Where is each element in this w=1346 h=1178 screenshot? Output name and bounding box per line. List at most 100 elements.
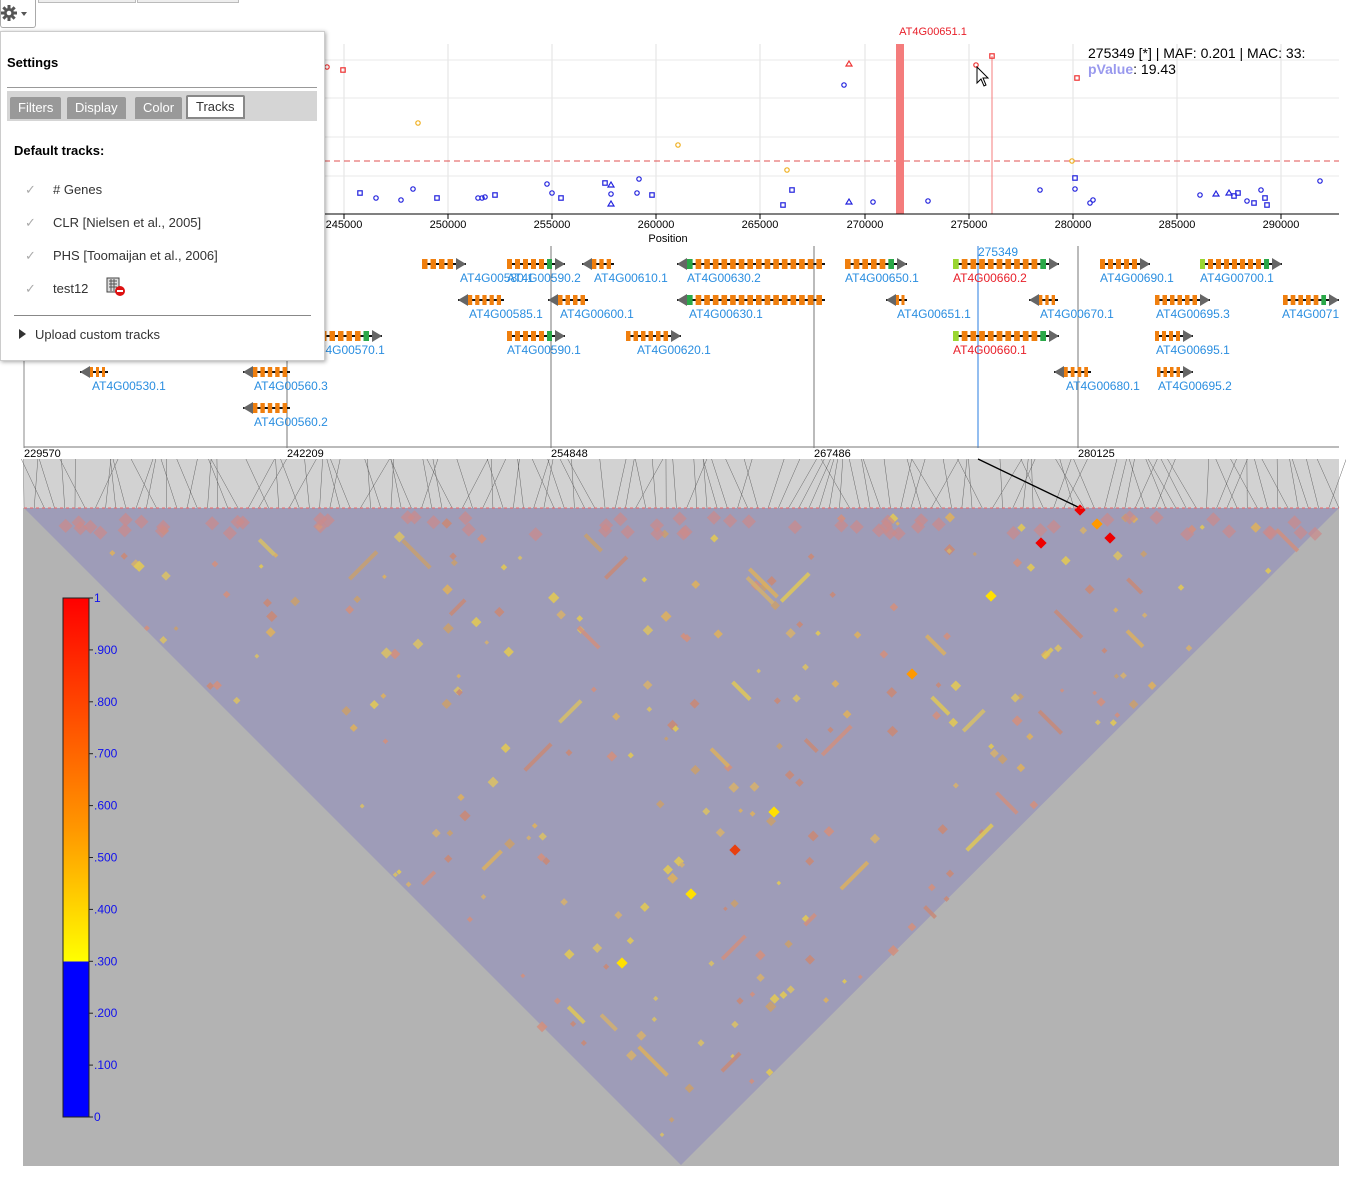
ld-connector-line <box>1059 458 1075 509</box>
gene-exon <box>1224 259 1229 269</box>
gene-label[interactable]: AT4G00695.2 <box>1158 379 1232 393</box>
gwas-x-axis-label: Position <box>648 233 687 245</box>
gene-exon <box>338 331 344 341</box>
ld-cell <box>517 555 523 561</box>
snp-point <box>649 192 655 198</box>
gene-label[interactable]: AT4G00695.1 <box>1156 343 1230 357</box>
tab-filters[interactable]: Filters <box>10 97 62 119</box>
x-tick-label: 265000 <box>742 219 779 231</box>
check-icon[interactable]: ✓ <box>25 248 36 263</box>
gene-label[interactable]: AT4G00660.1 <box>953 343 1027 357</box>
ld-cell <box>672 511 687 526</box>
gene-label[interactable]: AT4G00560.2 <box>254 415 328 429</box>
gwas-points[interactable] <box>324 53 1323 208</box>
gene-highlight-bar[interactable] <box>896 44 904 214</box>
ld-plot[interactable]: 229570 242209 254848 267486 280125 1 .900 .800… <box>21 448 1346 1166</box>
gene-model: AT4G00650.1 <box>845 258 919 285</box>
gene-exon <box>747 295 753 305</box>
snp-point <box>357 190 363 196</box>
snp-point <box>1231 193 1237 199</box>
tab-tracks[interactable]: Tracks <box>186 95 245 119</box>
gene-label[interactable]: AT4G00560.3 <box>254 379 328 393</box>
tab-color[interactable]: Color <box>135 97 183 119</box>
gene-exon <box>573 295 578 305</box>
gene-label[interactable]: AT4G00590.2 <box>507 271 581 285</box>
ld-connector-line <box>280 458 300 509</box>
ld-connector-line <box>95 458 119 509</box>
gene-label[interactable]: AT4G00700.1 <box>1200 271 1274 285</box>
ld-cell-strip <box>924 634 947 656</box>
check-icon[interactable]: ✓ <box>25 215 36 230</box>
ld-cell <box>831 679 840 688</box>
gene-label[interactable]: AT4G00680.1 <box>1066 379 1140 393</box>
settings-button[interactable] <box>0 0 36 28</box>
settings-panel[interactable]: Settings Filters Display Color Tracks De… <box>0 31 325 361</box>
ld-connector-line <box>829 458 838 509</box>
ld-triangle[interactable] <box>24 508 1339 1165</box>
ld-cell <box>1185 644 1193 652</box>
gene-label[interactable]: AT4G00650.1 <box>845 271 919 285</box>
gene-label[interactable]: AT4G00630.1 <box>689 307 763 321</box>
ld-cell <box>528 527 543 542</box>
ld-cell-strip <box>720 934 747 961</box>
ld-connector-line <box>258 458 287 509</box>
upload-custom-tracks[interactable]: Upload custom tracks <box>19 327 160 342</box>
gene-label[interactable]: AT4G00630.2 <box>687 271 761 285</box>
ld-cell <box>161 571 171 581</box>
gene-label[interactable]: AT4G00610.1 <box>594 271 668 285</box>
ld-connector-line <box>21 458 45 509</box>
highlighted-gene-label[interactable]: AT4G00651.1 <box>899 26 967 38</box>
gene-label[interactable]: AT4G00570.1 <box>311 343 385 357</box>
gene-label[interactable]: AT4G00590.1 <box>507 343 581 357</box>
gene-exon <box>896 295 899 305</box>
gene-label[interactable]: AT4G00600.1 <box>560 307 634 321</box>
gene-label[interactable]: AT4G00620.1 <box>637 343 711 357</box>
ld-position-label: 267486 <box>814 448 851 460</box>
gene-label[interactable]: AT4G00660.2 <box>953 271 1027 285</box>
gene-label[interactable]: AT4G0071 <box>1282 307 1339 321</box>
ld-cell <box>651 1016 657 1023</box>
snp-point <box>1224 188 1234 196</box>
gene-label[interactable]: AT4G00580.1 <box>460 271 534 285</box>
settings-tabbar: Filters Display Color Tracks <box>7 91 317 121</box>
gene-label[interactable]: AT4G00670.1 <box>1040 307 1114 321</box>
check-icon[interactable]: ✓ <box>25 281 36 296</box>
gene-label[interactable]: AT4G00530.1 <box>92 379 166 393</box>
ld-cell <box>1094 719 1101 726</box>
check-icon[interactable]: ✓ <box>25 182 36 197</box>
ld-cell <box>641 576 648 583</box>
ld-cell <box>520 973 526 979</box>
ld-cell <box>1141 612 1148 619</box>
ld-connector-line <box>911 458 942 509</box>
ld-cell <box>878 519 894 534</box>
gene-exon <box>1216 259 1221 269</box>
toolbar-button[interactable] <box>137 0 239 3</box>
gene-exon <box>641 331 646 341</box>
ld-cell <box>886 687 898 698</box>
ld-cell <box>620 524 635 539</box>
ld-cell <box>869 833 881 844</box>
gene-label[interactable]: AT4G00585.1 <box>469 307 543 321</box>
gene-label[interactable]: AT4G00695.3 <box>1156 307 1230 321</box>
toolbar-button[interactable] <box>38 0 136 3</box>
gene-exon <box>422 259 428 269</box>
ld-cell <box>738 808 743 814</box>
tab-display[interactable]: Display <box>67 97 126 119</box>
gene-exon <box>633 331 638 341</box>
gene-label[interactable]: AT4G00651.1 <box>897 307 971 321</box>
gene-direction-arrow <box>243 366 253 378</box>
gene-exon <box>267 403 273 413</box>
ld-cells[interactable] <box>58 504 1323 1138</box>
remove-track-icon[interactable] <box>105 276 127 298</box>
ld-cell <box>736 997 744 1005</box>
ld-cell <box>642 625 654 636</box>
ld-cell <box>756 668 761 674</box>
gene-exon <box>475 295 480 305</box>
snp-point <box>1197 192 1203 198</box>
ld-connector-line <box>1134 458 1158 509</box>
gene-label[interactable]: AT4G00690.1 <box>1100 271 1174 285</box>
gene-exon <box>580 295 585 305</box>
